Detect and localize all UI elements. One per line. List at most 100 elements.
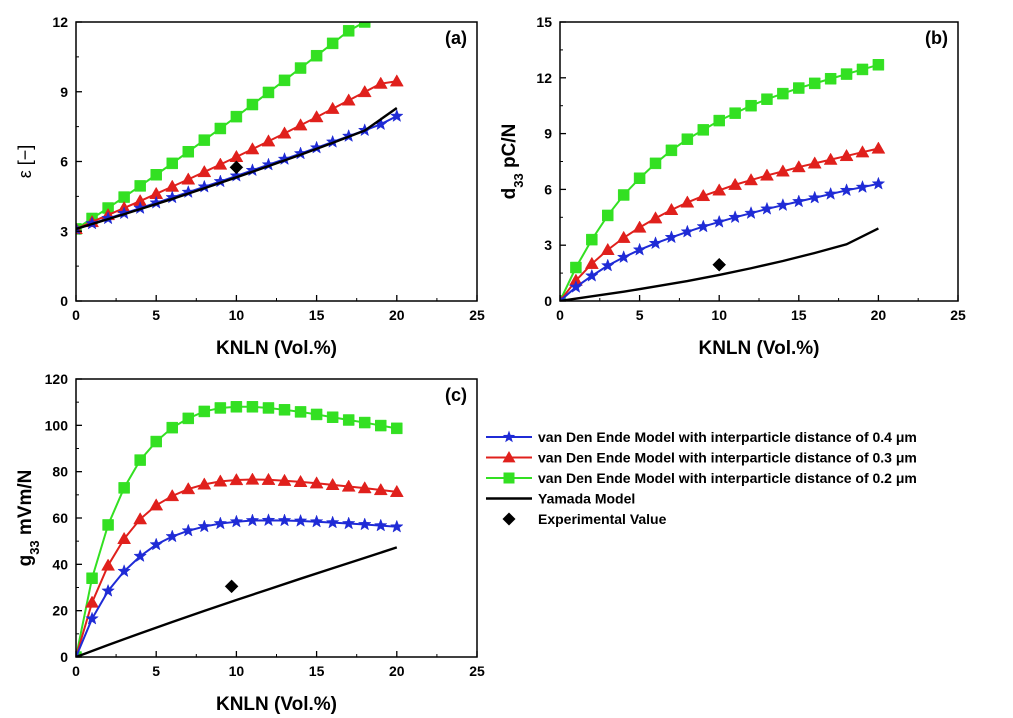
series-star-point bbox=[309, 514, 324, 528]
series-square-point bbox=[294, 406, 307, 418]
y-axis-label: d33 pC/N bbox=[499, 124, 526, 200]
series-square-point bbox=[214, 402, 227, 414]
x-tick-label: 20 bbox=[389, 663, 405, 679]
series-triangle-point bbox=[728, 177, 743, 190]
series-star-point bbox=[149, 195, 164, 209]
y-tick-label: 20 bbox=[52, 603, 68, 619]
series-star-point bbox=[197, 179, 212, 193]
series-triangle-point bbox=[648, 211, 663, 224]
y-tick-label: 120 bbox=[45, 371, 69, 387]
y-tick-label: 6 bbox=[544, 181, 552, 197]
series-square-point bbox=[198, 134, 211, 146]
series-triangle-point bbox=[293, 118, 308, 131]
series-star-point bbox=[807, 190, 822, 204]
series-triangle-point bbox=[245, 142, 260, 155]
series-square-point bbox=[777, 87, 789, 100]
plot-area bbox=[76, 22, 404, 235]
series-square-point bbox=[326, 37, 339, 50]
series-star-point bbox=[584, 268, 599, 282]
x-tick-label: 5 bbox=[636, 307, 644, 323]
y-tick-label: 60 bbox=[52, 510, 68, 526]
series-star-point bbox=[117, 206, 131, 220]
legend-swatch-marker bbox=[502, 430, 516, 443]
series-star-point bbox=[229, 514, 244, 528]
series-triangle-point bbox=[341, 93, 356, 106]
panel-b: 0 5 10 15 20 25 0 3 6 9 12 15 KNLN (Vol.%) d33 pC/N (b… bbox=[499, 14, 966, 359]
series-square-point bbox=[808, 77, 821, 90]
series-square-point bbox=[824, 72, 837, 85]
series-triangle-point bbox=[823, 152, 838, 165]
series-triangle-point bbox=[791, 160, 806, 173]
series-star-point bbox=[600, 258, 615, 272]
x-tick-label: 25 bbox=[469, 663, 485, 679]
legend-label: van Den Ende Model with interparticle di… bbox=[538, 450, 917, 466]
series-square-point bbox=[342, 25, 355, 37]
series-triangle-point bbox=[600, 242, 615, 255]
series-star-point bbox=[85, 611, 99, 625]
x-axis-label: KNLN (Vol.%) bbox=[216, 694, 337, 715]
x-tick-label: 5 bbox=[152, 307, 160, 323]
series-square-point bbox=[681, 133, 694, 145]
series-triangle-point bbox=[309, 476, 324, 489]
x-tick-label: 0 bbox=[72, 307, 80, 323]
series-square-point bbox=[118, 482, 130, 494]
series-star-point bbox=[165, 529, 180, 543]
series-star-point bbox=[341, 516, 356, 530]
legend-item: van Den Ende Model with interparticle di… bbox=[486, 429, 917, 445]
x-axis-label: KNLN (Vol.%) bbox=[698, 338, 819, 359]
x-tick-label: 10 bbox=[229, 307, 245, 323]
series-triangle-point bbox=[341, 479, 356, 492]
legend-swatch bbox=[502, 512, 516, 526]
series-star-point bbox=[133, 549, 148, 563]
x-tick-label: 20 bbox=[871, 307, 887, 323]
series-star-point bbox=[213, 516, 228, 530]
series-triangle-point bbox=[149, 498, 164, 511]
panel-a: 0 5 10 15 20 25 0 3 6 9 12 KNLN (Vol.%) ε [−] (a) bbox=[15, 14, 485, 359]
panel-label: (c) bbox=[445, 385, 467, 405]
series-star-point bbox=[696, 219, 711, 233]
experimental-series-point bbox=[712, 257, 727, 272]
series-triangle-point bbox=[855, 145, 870, 158]
series-triangle-point bbox=[373, 76, 388, 89]
series-star-point bbox=[728, 210, 742, 224]
legend-item: van Den Ende Model with interparticle di… bbox=[486, 470, 917, 486]
series-star-point bbox=[569, 279, 583, 293]
plot-area bbox=[76, 401, 404, 657]
series-square-point bbox=[230, 401, 243, 413]
legend-label: van Den Ende Model with interparticle di… bbox=[538, 470, 917, 486]
x-tick-label: 10 bbox=[229, 663, 245, 679]
x-tick-label: 5 bbox=[152, 663, 160, 679]
legend-item: van Den Ende Model with interparticle di… bbox=[486, 450, 917, 466]
series-triangle-point bbox=[664, 202, 679, 215]
y-tick-label: 9 bbox=[60, 84, 68, 100]
series-square-point bbox=[278, 404, 291, 416]
series-triangle-point bbox=[680, 195, 695, 208]
series-square-point bbox=[310, 49, 323, 62]
series-square-point bbox=[182, 145, 195, 158]
x-tick-label: 15 bbox=[791, 307, 807, 323]
series-square-point bbox=[230, 110, 243, 123]
series-triangle-point bbox=[245, 472, 260, 485]
series-square-point bbox=[182, 412, 195, 425]
series-triangle-point bbox=[229, 149, 244, 162]
panel-label: (a) bbox=[445, 28, 467, 48]
series-star-point bbox=[648, 236, 663, 250]
series-triangle-point bbox=[632, 220, 647, 233]
y-tick-label: 3 bbox=[60, 223, 68, 239]
x-axis-label: KNLN (Vol.%) bbox=[216, 338, 337, 359]
series-star-point bbox=[871, 176, 886, 190]
series-star-point bbox=[616, 250, 631, 264]
series-triangle-point bbox=[293, 474, 308, 487]
series-square-point bbox=[375, 419, 387, 432]
series-star-point bbox=[389, 519, 404, 533]
series-square-point bbox=[840, 68, 853, 80]
series-triangle-point bbox=[712, 183, 727, 196]
yamada-series-line bbox=[76, 546, 398, 657]
series-triangle-point bbox=[325, 101, 340, 114]
series-square-point bbox=[793, 82, 805, 94]
series-square-point bbox=[391, 422, 403, 435]
series-triangle-point bbox=[389, 74, 404, 87]
series-triangle-point bbox=[213, 157, 228, 170]
legend-item: Experimental Value bbox=[502, 511, 667, 527]
series-square-point bbox=[150, 169, 162, 181]
